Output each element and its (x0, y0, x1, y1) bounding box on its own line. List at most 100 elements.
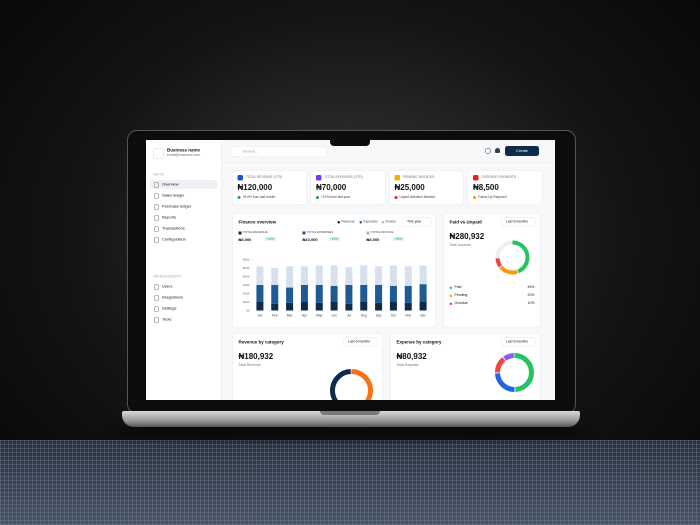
nav-label: Users (162, 284, 173, 289)
period-dropdown[interactable]: Last 6 months (343, 337, 378, 347)
nav-item[interactable]: Overview (150, 180, 217, 189)
nav-item[interactable]: Purchase ledger (150, 202, 217, 211)
x-tick-label: Nov (405, 314, 411, 318)
panel-value: ₦180,932 (238, 352, 274, 362)
legend-label: Expenses (363, 220, 378, 224)
business-name: Business name (167, 147, 201, 153)
x-tick-label: Feb (272, 314, 278, 318)
stat-label: TOTAL EXPENSES (307, 231, 334, 234)
business-email: email@business.com (167, 153, 201, 158)
bar-segment (286, 266, 294, 288)
card-icon (237, 175, 243, 181)
bar-segment (404, 285, 412, 303)
search-box[interactable]: Search... (231, 146, 327, 157)
nav-item[interactable]: Transactions (150, 224, 217, 233)
bar-segment (389, 302, 397, 311)
nav-label: Transactions (162, 226, 185, 231)
period-label: Last 6 months (506, 220, 528, 224)
nav-item[interactable]: Settings (150, 304, 217, 313)
legend-dot (449, 294, 452, 297)
period-dropdown[interactable]: Last 6 months (501, 337, 536, 347)
card-label: OVERDUE PAYMENTS (481, 175, 516, 180)
stat-label: TOTAL REVENUE (243, 231, 268, 234)
card-note: Urgent Attention Needed (399, 195, 436, 200)
legend-value: 10% (527, 301, 535, 306)
panel-caption: Total Invoices (449, 243, 471, 248)
note-icon (316, 196, 319, 199)
bar-segment (330, 285, 338, 302)
nav-item[interactable]: Users (150, 282, 217, 291)
bar-segment (345, 267, 353, 285)
help-icon[interactable] (485, 148, 491, 154)
section-title: MAIN (154, 173, 164, 177)
nav-icon (154, 182, 159, 188)
x-tick-label: Aug (361, 314, 367, 318)
bar-segment (300, 285, 308, 302)
donut-segment (495, 240, 530, 275)
screen: Business name email@business.com MAIN Overv… (146, 140, 555, 400)
nav-label: Overview (162, 182, 179, 187)
y-tick-label: $50k (243, 266, 250, 270)
legend-swatch (381, 221, 384, 224)
legend-value: 20% (527, 293, 535, 298)
stat-change: +50% (264, 237, 276, 241)
nav-label: Configuration (162, 237, 186, 242)
search-placeholder: Search... (242, 149, 259, 154)
chart: $0 $10k $20k $30k $40k $50k $60k Jan Feb Mar Apr Ma… (243, 258, 427, 318)
legend-dot (449, 302, 452, 305)
bar-segment (271, 268, 279, 285)
period-dropdown[interactable]: This year (402, 217, 432, 227)
legend-swatch (337, 221, 340, 224)
create-button[interactable]: Create (505, 146, 539, 156)
card-label: TOTAL EXPENSES (YTD) (324, 175, 363, 180)
legend-label: Overdue (454, 301, 468, 306)
card-value: ₦70,000 (316, 183, 347, 193)
period-label: Last 6 months (506, 340, 528, 344)
period-dropdown[interactable]: Last 6 months (501, 217, 536, 227)
card-icon (473, 175, 479, 181)
donut-segment (495, 240, 530, 275)
stat-label: TOTAL INVOICE (371, 231, 394, 234)
x-tick-label: Apr (302, 314, 308, 318)
nav-item[interactable]: Tools (150, 315, 217, 324)
legend-value: 45% (527, 285, 535, 290)
stat-card: OVERDUE PAYMENTS ₦8,500 Follow Up Required (467, 170, 543, 205)
bar-segment (256, 302, 264, 311)
nav-icon (154, 295, 159, 301)
y-tick-label: $0 (246, 309, 250, 313)
nav-item[interactable]: Configuration (150, 235, 217, 244)
panel-title: Paid vs Unpaid (449, 219, 482, 225)
card-value: ₦8,500 (473, 183, 499, 193)
create-label: Create (516, 148, 529, 154)
y-tick-label: $40k (243, 275, 250, 279)
x-tick-label: Oct (391, 314, 396, 318)
nav-item[interactable]: Integrations (150, 293, 217, 302)
note-icon (473, 196, 476, 199)
bar-segment (271, 285, 279, 304)
nav-item[interactable]: Reports (150, 213, 217, 222)
bar-segment (419, 284, 427, 302)
nav-icon (154, 284, 159, 290)
bar-segment (256, 285, 264, 302)
bar-segment (389, 285, 397, 302)
x-tick-label: Jun (331, 314, 336, 318)
nav-label: Sales ledger (162, 193, 185, 198)
panel-title: Revenue by category (238, 339, 284, 345)
legend-dot (449, 286, 452, 289)
card-value: ₦120,000 (237, 183, 273, 193)
bar-segment (315, 302, 323, 311)
card-note: +10% from last year (321, 195, 350, 200)
legend-label: Invoice (385, 220, 396, 224)
bell-icon[interactable] (495, 148, 500, 153)
stat-change: +50% (328, 237, 340, 241)
finance-panel: Finance overview Revenue Expenses Invoice Th… (232, 213, 436, 328)
dashboard: Business name email@business.com MAIN Overv… (146, 140, 555, 400)
camera-notch (330, 140, 370, 146)
panel-title: Finance overview (238, 219, 277, 225)
card-value: ₦25,000 (394, 183, 425, 193)
card-label: PENDING INVOICES (403, 175, 435, 180)
chart (495, 353, 534, 392)
bar-segment (300, 266, 308, 285)
nav-item[interactable]: Sales ledger (150, 191, 217, 200)
nav-icon (154, 317, 159, 323)
